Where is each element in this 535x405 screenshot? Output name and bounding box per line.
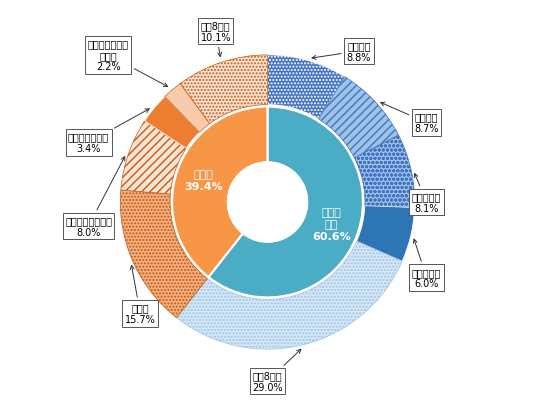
Wedge shape <box>165 84 210 133</box>
Text: 窯業・土石製品
3.4%: 窯業・土石製品 3.4% <box>68 109 149 154</box>
Wedge shape <box>120 190 207 318</box>
Wedge shape <box>180 56 268 124</box>
Wedge shape <box>172 107 268 277</box>
Wedge shape <box>357 206 415 262</box>
Wedge shape <box>145 98 200 149</box>
Circle shape <box>228 163 307 242</box>
Text: 軽工業
39.4%: 軽工業 39.4% <box>184 170 223 191</box>
Wedge shape <box>354 136 415 208</box>
Wedge shape <box>209 107 363 298</box>
Text: 金属製品
8.8%: 金属製品 8.8% <box>312 41 371 62</box>
Text: バルブ・紙・紙
加工品
2.2%: バルブ・紙・紙 加工品 2.2% <box>88 39 167 87</box>
Text: 輸送用機械
6.0%: 輸送用機械 6.0% <box>412 239 441 289</box>
Wedge shape <box>268 56 345 120</box>
Wedge shape <box>121 122 186 194</box>
Wedge shape <box>319 78 399 158</box>
Text: 食料品
15.7%: 食料品 15.7% <box>125 266 156 324</box>
Text: 電気機械
8.7%: 電気機械 8.7% <box>381 103 439 134</box>
Text: プラスチック製品
8.0%: プラスチック製品 8.0% <box>65 157 125 237</box>
Text: 重化学
工業
60.6%: 重化学 工業 60.6% <box>312 208 351 241</box>
Wedge shape <box>177 242 402 349</box>
Text: 生産用機械
8.1%: 生産用機械 8.1% <box>412 174 441 213</box>
Text: 他の8業種
10.1%: 他の8業種 10.1% <box>201 21 231 58</box>
Text: 他の8業種
29.0%: 他の8業種 29.0% <box>252 350 301 392</box>
